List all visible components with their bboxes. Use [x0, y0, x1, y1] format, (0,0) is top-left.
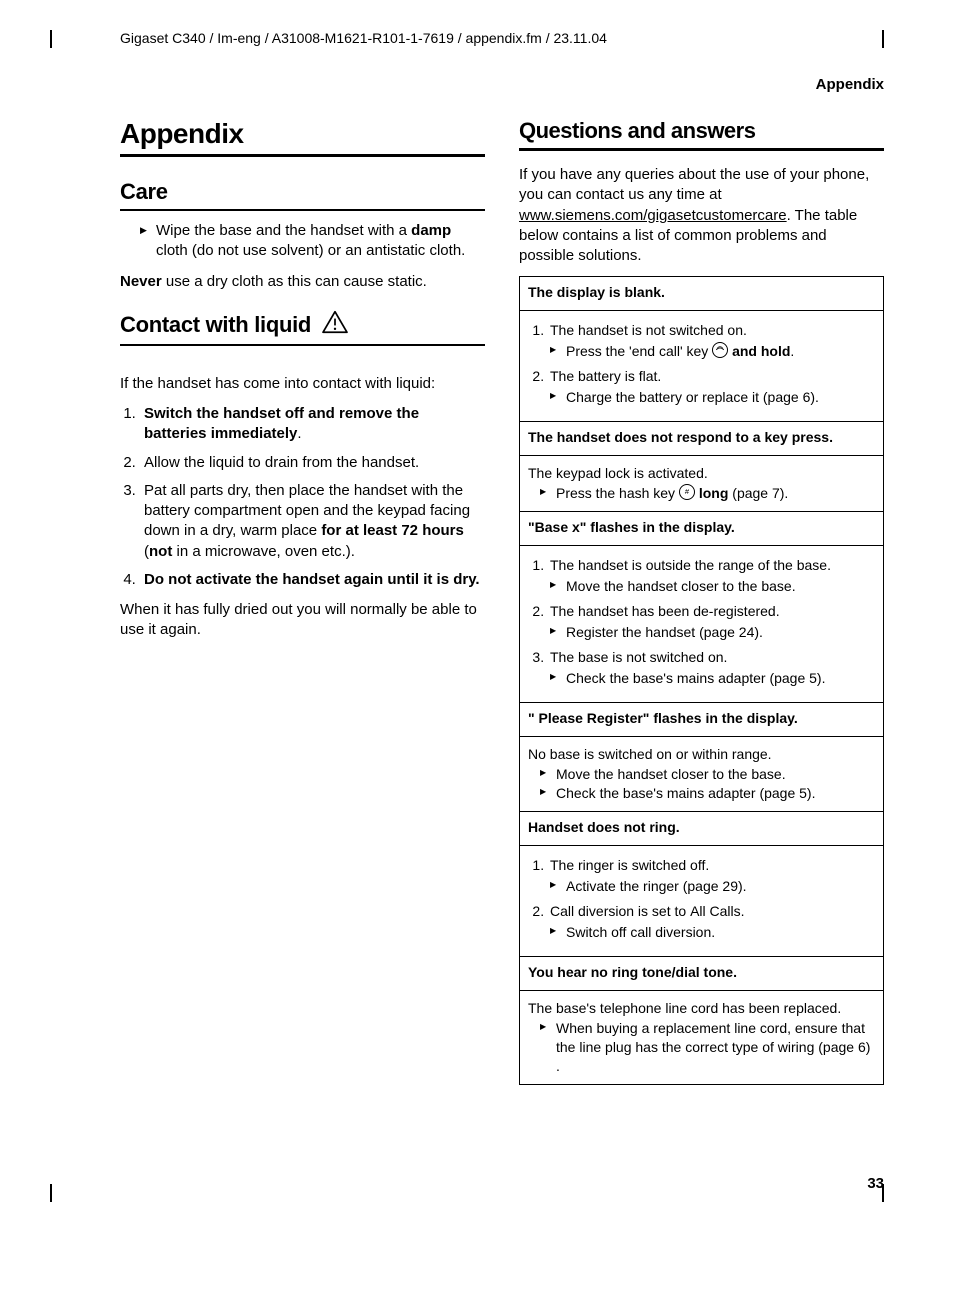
- qa-problem: "Base x" flashes in the display.: [520, 512, 884, 546]
- section-label: Appendix: [120, 76, 884, 93]
- paragraph: Never use a dry cloth as this can cause …: [120, 272, 485, 292]
- qa-solution: The handset is outside the range of the …: [520, 546, 884, 702]
- qa-table: The display is blank.The handset is not …: [519, 276, 884, 1085]
- list-item: Pat all parts dry, then place the handse…: [140, 481, 485, 562]
- qa-problem: You hear no ring tone/dial tone.: [520, 956, 884, 990]
- divider: [120, 154, 485, 157]
- svg-text:#: #: [685, 487, 690, 496]
- list-item: Do not activate the handset again until …: [140, 570, 485, 590]
- header-path: Gigaset C340 / Im-eng / A31008-M1621-R10…: [120, 30, 884, 66]
- list-item: Allow the liquid to drain from the hand­…: [140, 453, 485, 473]
- section-liquid-heading-text: Contact with liquid: [120, 312, 311, 338]
- section-care-heading: Care: [120, 179, 485, 211]
- qa-problem: The handset does not respond to a key pr…: [520, 421, 884, 455]
- chapter-title: Appendix: [120, 118, 485, 150]
- paragraph: When it has fully dried out you will nor…: [120, 600, 485, 641]
- warning-icon: [321, 310, 349, 340]
- crop-mark: [50, 1184, 52, 1202]
- paragraph: If the handset has come into contact wit…: [120, 374, 485, 394]
- list-item: Switch the handset off and remove the ba…: [140, 404, 485, 445]
- care-list: Wipe the base and the handset with a dam…: [120, 221, 485, 262]
- paragraph: If you have any queries about the use of…: [519, 165, 884, 266]
- crop-mark: [882, 30, 884, 48]
- list-item: Wipe the base and the handset with a dam…: [140, 221, 485, 262]
- right-column: Questions and answers If you have any qu…: [519, 118, 884, 1085]
- section-qa-heading: Questions and answers: [519, 118, 884, 151]
- liquid-steps: Switch the handset off and remove the ba…: [120, 404, 485, 590]
- crop-mark: [882, 1184, 884, 1202]
- section-care-heading-text: Care: [120, 179, 168, 205]
- crop-mark: [50, 30, 52, 48]
- qa-problem: Handset does not ring.: [520, 812, 884, 846]
- section-liquid-heading: Contact with liquid: [120, 310, 485, 346]
- page-number: 33: [120, 1175, 884, 1192]
- qa-solution: No base is switched on or within range.M…: [520, 736, 884, 812]
- qa-solution: The handset is not switched on.Press the…: [520, 311, 884, 422]
- qa-problem: " Please Register" flashes in the displa…: [520, 702, 884, 736]
- qa-solution: The base's telephone line cord has been …: [520, 990, 884, 1085]
- qa-solution: The keypad lock is activated.Press the h…: [520, 455, 884, 512]
- qa-solution: The ringer is switched off.Activate the …: [520, 846, 884, 957]
- qa-problem: The display is blank.: [520, 277, 884, 311]
- left-column: Appendix Care Wipe the base and the hand…: [120, 118, 485, 1085]
